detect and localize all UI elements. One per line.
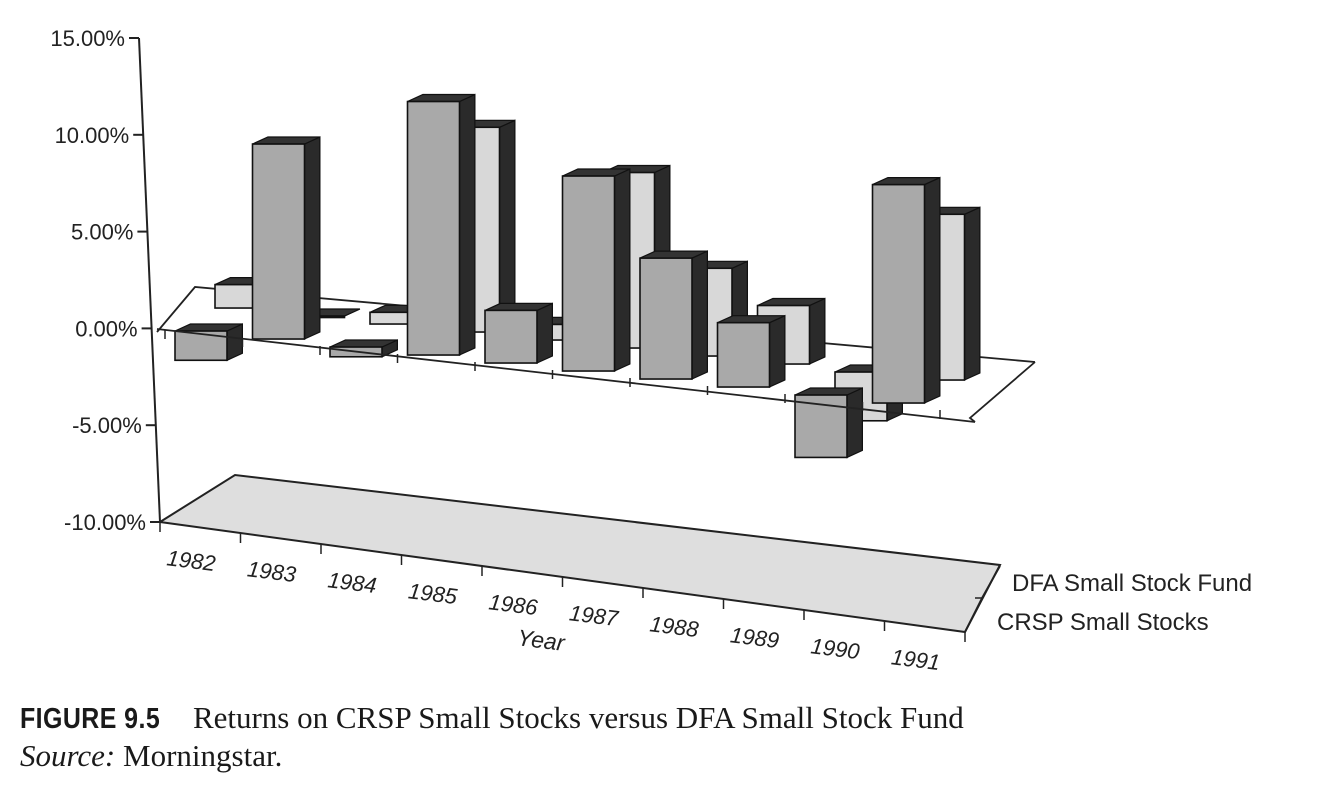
bar-side xyxy=(846,387,864,459)
y-tick-label: -10.00% xyxy=(64,510,146,535)
y-tick-label: 15.00% xyxy=(50,26,125,51)
x-axis-label: Year xyxy=(516,624,567,656)
bar-side xyxy=(498,119,516,333)
bars xyxy=(174,93,981,459)
x-tick-label: 1984 xyxy=(326,567,378,598)
bar-crsp-1982 xyxy=(174,323,243,362)
x-tick-label: 1985 xyxy=(407,578,459,609)
bar-crsp-1986 xyxy=(484,302,554,364)
bar-front xyxy=(484,309,538,364)
bar-front xyxy=(716,321,771,388)
zero-plane-front-edge xyxy=(156,328,976,423)
bar-side xyxy=(808,297,826,365)
source-label: Source: xyxy=(20,738,116,773)
caption-title-line: FIGURE 9.5 Returns on CRSP Small Stocks v… xyxy=(20,700,1310,737)
bar-front xyxy=(561,175,616,372)
y-tick-label: 0.00% xyxy=(75,316,137,341)
y-tick-label: 10.00% xyxy=(55,123,130,148)
y-tick-label: -5.00% xyxy=(72,413,142,438)
x-tick-label: 1989 xyxy=(729,622,781,653)
bar-side xyxy=(768,314,786,388)
bar-crsp-1989 xyxy=(716,314,786,388)
bar-crsp-1990 xyxy=(794,387,864,459)
bar-side xyxy=(303,136,321,340)
bar-front xyxy=(794,394,848,459)
caption-title: Returns on CRSP Small Stocks versus DFA … xyxy=(192,700,964,735)
y-axis-ticks: 15.00% 10.00% 5.00% 0.00% -5.00% -10.00% xyxy=(50,26,160,535)
bar-crsp-1983 xyxy=(251,136,321,340)
x-tick-label: 1988 xyxy=(648,611,700,642)
legend-entry-dfa: DFA Small Stock Fund xyxy=(1012,570,1252,597)
source-text: Morningstar. xyxy=(115,738,283,773)
x-axis-ticks: 1982 1983 1984 1985 1986 1987 1988 1989 1990 1991 xyxy=(159,522,1001,675)
bar-front xyxy=(871,183,926,404)
bar-side xyxy=(613,168,631,372)
figure-label: FIGURE 9.5 xyxy=(20,703,161,735)
bar-front xyxy=(639,257,693,380)
bar-side xyxy=(691,250,709,380)
y-tick-label: 5.00% xyxy=(71,220,133,245)
figure-caption: FIGURE 9.5 Returns on CRSP Small Stocks v… xyxy=(20,700,1310,775)
bar-side xyxy=(458,93,476,356)
bar-crsp-1987 xyxy=(561,168,631,372)
x-tick-label: 1987 xyxy=(568,600,620,631)
bar-chart: 15.00% 10.00% 5.00% 0.00% -5.00% -10.00% 1982… xyxy=(50,26,1252,675)
caption-source-line: Source: Morningstar. xyxy=(20,737,1310,775)
legend-connector-dfa xyxy=(981,565,1001,599)
y-axis xyxy=(138,37,161,523)
legend-entry-crsp: CRSP Small Stocks xyxy=(997,609,1209,636)
x-tick-label: 1990 xyxy=(809,633,861,664)
chart-floor xyxy=(157,473,1002,634)
zero-plane-side-edge xyxy=(968,361,1036,423)
bar-crsp-1991 xyxy=(871,176,941,404)
bar-front xyxy=(406,100,461,356)
bar-front xyxy=(251,143,306,340)
legend-connector-crsp xyxy=(964,597,983,633)
bar-crsp-1988 xyxy=(639,250,709,380)
bar-side xyxy=(923,176,941,404)
bar-crsp-1985 xyxy=(406,93,476,356)
x-tick-label: 1982 xyxy=(165,545,217,576)
bar-side xyxy=(963,206,981,381)
x-tick-label: 1986 xyxy=(487,589,539,620)
bar-side xyxy=(536,302,554,364)
zero-plane-front xyxy=(156,328,976,423)
x-tick-label: 1991 xyxy=(890,644,942,675)
x-tick-label: 1983 xyxy=(246,556,298,587)
